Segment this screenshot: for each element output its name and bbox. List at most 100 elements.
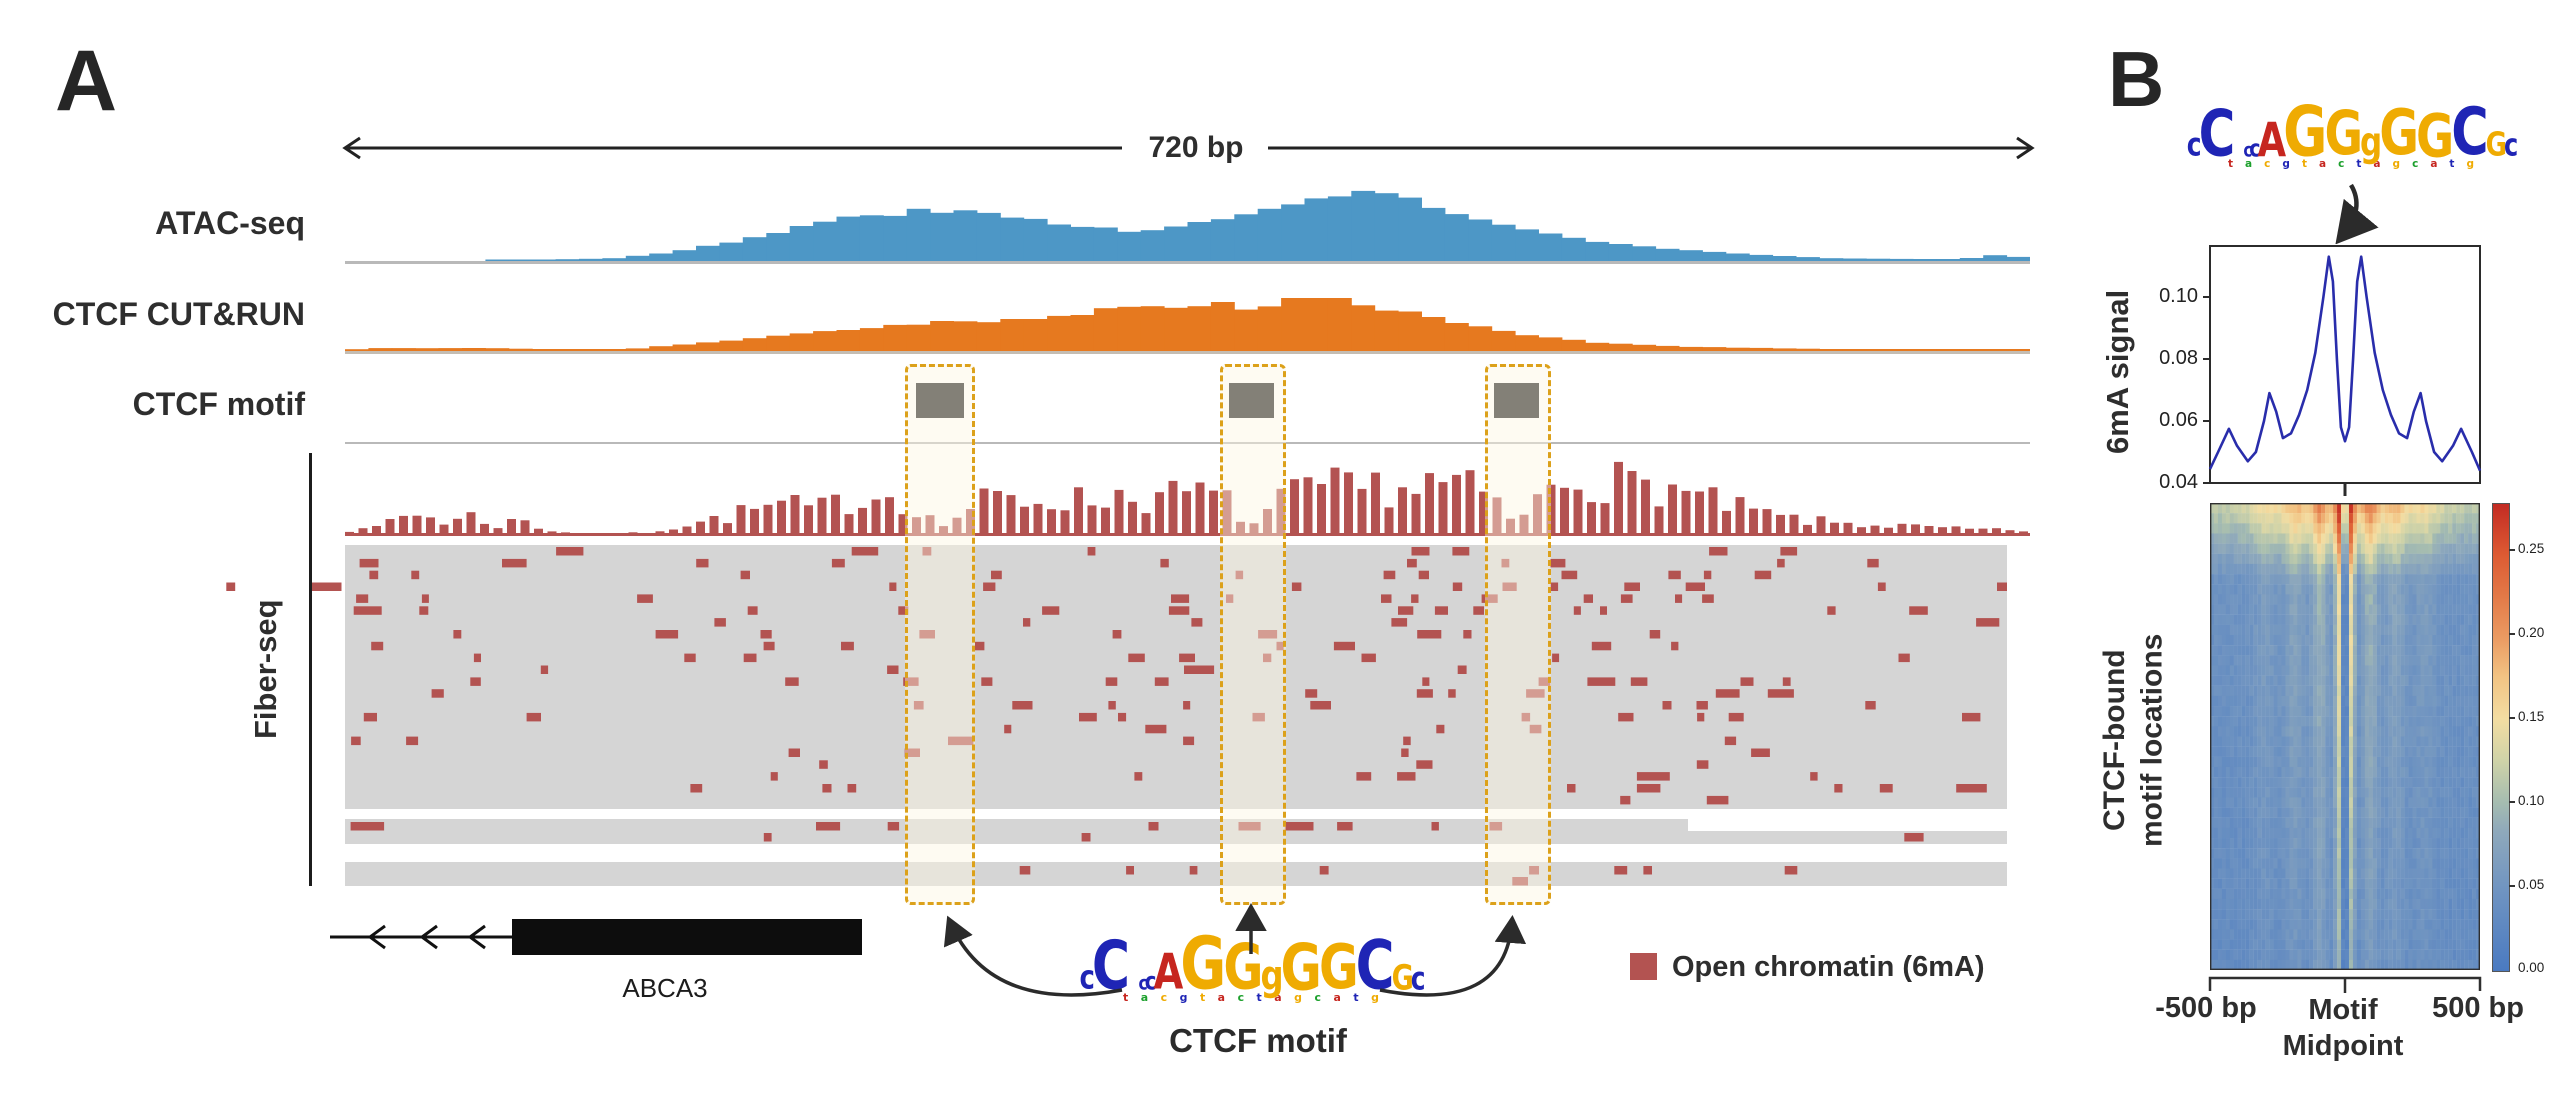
logo-letter: c (2504, 127, 2518, 164)
fiber-aggregate-bars (345, 461, 2028, 534)
logo-letter: G (2324, 99, 2363, 170)
cbar-tick-0.05: 0.05 (2518, 877, 2545, 892)
motif-pointer-arrows (943, 903, 1527, 997)
fiber-gap-notch (1688, 819, 2007, 831)
logo-letter: c (1410, 960, 1426, 998)
sixma-ylabel: 6mA signal (2100, 289, 2135, 455)
gene-model (330, 919, 862, 955)
pointer-arrow-left (943, 915, 1123, 997)
logo-letter: G (2379, 97, 2419, 170)
ctcf-motif-site-3 (1494, 383, 1539, 418)
fiber-aggregate-chart (345, 461, 2028, 534)
panel-a-label: A (55, 33, 118, 129)
scale-arrow (342, 136, 2035, 160)
cutrun-bars (345, 298, 2030, 351)
gene-strand-arrow (467, 924, 486, 950)
motif-highlight-box-1 (905, 364, 975, 905)
ytick-0.08: 0.08 (2159, 347, 2198, 369)
logo-letter: C (2451, 95, 2488, 172)
logo-letter: G (2283, 91, 2327, 173)
logo-letter: c (2186, 126, 2202, 164)
fiber-bracket (309, 453, 312, 886)
track-label-cutrun: CTCF CUT&RUN (52, 296, 305, 332)
colorbar-tickmark (2509, 549, 2515, 551)
colorbar (2492, 503, 2510, 972)
motif-baseline (345, 442, 2030, 444)
logo-letter: G (1180, 923, 1226, 1007)
logo-letter: G (1280, 929, 1322, 1006)
logo-down-arrow (2335, 183, 2379, 244)
logo-letter: g (1260, 950, 1283, 1000)
track-label-motif: CTCF motif (132, 386, 305, 422)
fiber-block-main (345, 545, 2007, 809)
colorbar-tickmark (2509, 717, 2515, 719)
heatmap-border (2210, 503, 2480, 970)
logo-letter: G (2416, 101, 2454, 171)
fiber-block-sub2 (345, 862, 2007, 886)
logo-letter: c (1138, 971, 1147, 995)
scale-arrow-right-head (2016, 136, 2035, 160)
scale-label: 720 bp (1148, 131, 1244, 164)
gene-strand-arrow (367, 924, 386, 950)
atac-bars (485, 190, 2030, 261)
heatmap-x-axis (2208, 976, 2482, 993)
gene-exon-box (512, 919, 862, 955)
heatmap-cells (2210, 503, 2480, 970)
legend-swatch (1630, 953, 1657, 980)
track-label-fiber: Fiber-seq (248, 599, 283, 740)
ctcf-motif-site-2 (1229, 383, 1274, 418)
atac-coverage-chart (485, 190, 2030, 261)
logo-letter: A (2257, 112, 2286, 168)
colorbar-tickmark (2509, 885, 2515, 887)
logo-letter: G (1391, 958, 1414, 998)
logo-letter: C (1355, 925, 1395, 1006)
gene-strand-arrow (419, 924, 438, 950)
gene-label: ABCA3 (622, 973, 708, 1003)
atac-baseline (345, 261, 2030, 264)
fiber-marks (226, 547, 2007, 886)
logo-letter: g (2360, 119, 2382, 166)
cbar-tick-0.20: 0.20 (2518, 625, 2545, 640)
ctcf-motif-site-1 (916, 383, 964, 418)
ytick-0.06: 0.06 (2159, 409, 2198, 431)
cbar-tick-0.25: 0.25 (2518, 541, 2545, 556)
ctcf-heatmap (2210, 503, 2480, 970)
xtick-right: 500 bp (2432, 992, 2524, 1024)
colorbar-tickmark (2509, 801, 2515, 803)
fiber-6ma-marks (226, 547, 2007, 886)
cbar-tick-0.10: 0.10 (2518, 793, 2545, 808)
colorbar-tickmark (2509, 633, 2515, 635)
logo-letter: G (1318, 931, 1359, 1004)
logo-letter: C (2198, 96, 2236, 171)
ytick-0.10: 0.10 (2159, 285, 2198, 307)
logo-letter: c (2243, 138, 2252, 162)
sixma-line-plot (2203, 245, 2482, 496)
sixma-curve (2208, 255, 2482, 472)
cutrun-coverage-chart (345, 298, 2030, 351)
xtick-left: -500 bp (2155, 992, 2257, 1024)
pointer-arrow-right (1379, 915, 1527, 997)
motif-highlight-box-3 (1485, 364, 1551, 905)
cbar-tick-0.00: 0.00 (2518, 960, 2545, 975)
heatmap-ylabel: CTCF-bound motif locations (2098, 633, 2169, 847)
motif-caption: CTCF motif (1169, 1022, 1347, 1059)
fiber-aggregate-baseline (345, 533, 2030, 536)
logo-letter: A (1153, 943, 1183, 1002)
logo-letter: c (1079, 959, 1095, 998)
panel-b-label: B (2108, 35, 2165, 123)
cutrun-baseline (345, 351, 2030, 354)
logo-letter: G (2485, 125, 2507, 165)
legend-label: Open chromatin (6mA) (1672, 951, 1985, 983)
xtick-mid: Motif Midpoint (2282, 994, 2404, 1063)
track-label-atac: ATAC-seq (155, 205, 305, 241)
logo-letter: C (1091, 928, 1130, 1006)
ytick-0.04: 0.04 (2159, 471, 2198, 493)
logo-letter: G (1223, 931, 1263, 1005)
